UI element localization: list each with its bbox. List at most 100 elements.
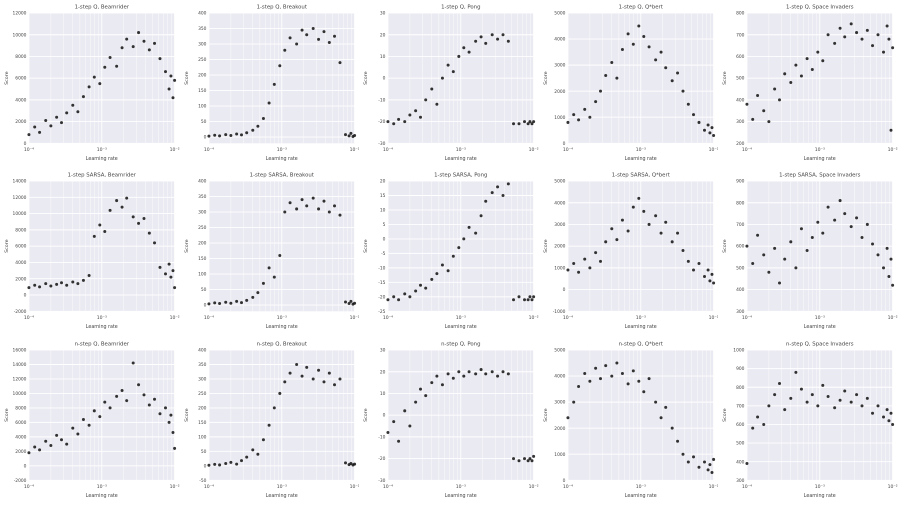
data-point <box>403 408 407 412</box>
data-point <box>711 457 715 461</box>
data-point <box>125 196 129 200</box>
data-point <box>131 215 135 219</box>
data-point <box>234 132 238 136</box>
data-point <box>386 120 390 124</box>
y-tick-label: 0 <box>383 76 386 82</box>
data-point <box>647 376 651 380</box>
data-point <box>745 102 749 106</box>
data-point <box>424 286 428 290</box>
data-point <box>523 456 527 460</box>
x-axis-label: Learning rate <box>804 492 836 498</box>
y-tick-label: 400 <box>736 97 745 103</box>
y-tick-label: 400 <box>198 11 207 17</box>
data-point <box>98 82 102 86</box>
1-step-sarsa-q-bert-plot: 10⁻⁴ 10⁻³ 10⁻² -1000 0 1000 2000 3000 4000 5000 1-… <box>543 173 719 330</box>
data-point <box>300 28 304 32</box>
x-tick-label: 10⁻³ <box>97 315 107 321</box>
y-tick-label: 4000 <box>554 201 565 207</box>
y-tick-label: 20 <box>380 369 386 375</box>
x-axis-label: Learning rate <box>625 156 657 162</box>
y-tick-label: 5 <box>383 222 386 228</box>
data-point <box>843 212 847 216</box>
data-point <box>850 225 854 229</box>
y-tick-label: -10 <box>378 434 385 440</box>
y-tick-label: 50 <box>200 449 206 455</box>
data-point <box>65 284 69 288</box>
x-tick-label: 10⁻² <box>888 315 898 321</box>
data-point <box>642 389 646 393</box>
data-point <box>352 462 356 466</box>
data-point <box>137 31 141 35</box>
subplot-cell-1-step-sarsa-space-invaders: 10⁻⁴ 10⁻³ 10⁻² 300 400 500 600 700 800 900 1-step … <box>718 168 898 336</box>
subplot-title: 1-step Q, Pong <box>441 5 480 11</box>
x-tick-label: 10⁻² <box>170 483 180 489</box>
data-point <box>250 448 254 452</box>
data-point <box>783 407 787 411</box>
data-point <box>349 131 353 135</box>
data-point <box>637 379 641 383</box>
y-tick-label: 200 <box>198 405 207 411</box>
x-tick-label: 10⁻⁴ <box>563 147 573 153</box>
data-point <box>626 229 630 233</box>
data-point <box>826 33 830 37</box>
data-point <box>65 442 69 446</box>
data-point <box>338 213 342 217</box>
data-point <box>789 396 793 400</box>
data-point <box>272 82 276 86</box>
data-point <box>794 63 798 67</box>
y-tick-label: 0 <box>24 141 27 147</box>
y-tick-label: 5000 <box>554 347 565 353</box>
data-point <box>92 408 96 412</box>
data-point <box>659 231 663 235</box>
x-tick-label: 10⁻² <box>708 483 718 489</box>
y-tick-label: -20 <box>378 119 385 125</box>
subplot-cell-n-step-q-q-bert: 10⁻⁴ 10⁻³ 10⁻² 0 1000 2000 3000 4000 5000 n-step … <box>539 337 719 505</box>
data-point <box>710 470 714 474</box>
data-point <box>419 115 423 119</box>
data-point <box>490 191 494 195</box>
y-tick-label: 400 <box>198 347 207 353</box>
x-tick-label: 10⁻² <box>708 147 718 153</box>
x-axis-label: Learning rate <box>804 324 836 330</box>
data-point <box>681 249 685 253</box>
data-point <box>588 115 592 119</box>
data-point <box>76 282 80 286</box>
data-point <box>49 443 53 447</box>
data-point <box>304 204 308 208</box>
x-axis-label: Learning rate <box>265 156 297 162</box>
data-point <box>343 300 347 304</box>
data-point <box>681 452 685 456</box>
data-point <box>512 122 516 126</box>
data-point <box>424 393 428 397</box>
x-tick-label: 10⁻² <box>529 147 539 153</box>
subplot-cell-n-step-q-beamrider: 10⁻⁴ 10⁻³ 10⁻² -2000 0 2000 4000 6000 8000 10000 1… <box>0 337 180 505</box>
data-point <box>60 437 63 441</box>
data-point <box>217 302 221 306</box>
data-point <box>615 238 619 242</box>
x-tick-label: 10⁻³ <box>815 483 825 489</box>
data-point <box>164 272 168 276</box>
data-point <box>223 301 227 305</box>
subplot-cell-1-step-sarsa-q-bert: 10⁻⁴ 10⁻³ 10⁻² -1000 0 1000 2000 3000 4000 5000 1-… <box>539 168 719 336</box>
y-tick-label: 20 <box>380 32 386 38</box>
y-tick-label: 16000 <box>13 347 27 353</box>
1-step-sarsa-beamrider-plot: 10⁻⁴ 10⁻³ 10⁻² -2000 0 2000 4000 6000 8000 10000 1… <box>4 173 180 330</box>
data-point <box>452 255 456 259</box>
y-tick-label: 300 <box>198 42 207 48</box>
data-point <box>523 120 527 124</box>
data-point <box>653 400 657 404</box>
x-axis-label: Learning rate <box>625 324 657 330</box>
y-tick-label: 3000 <box>554 399 565 405</box>
data-point <box>347 134 351 138</box>
data-point <box>272 406 276 410</box>
data-point <box>860 37 864 41</box>
data-point <box>708 279 712 283</box>
y-tick-label: -10 <box>378 266 385 272</box>
data-point <box>603 240 607 244</box>
data-point <box>60 281 63 285</box>
data-point <box>147 403 151 407</box>
data-point <box>108 406 112 410</box>
y-tick-label: 5000 <box>554 179 565 185</box>
data-point <box>530 458 534 462</box>
data-point <box>142 217 146 221</box>
